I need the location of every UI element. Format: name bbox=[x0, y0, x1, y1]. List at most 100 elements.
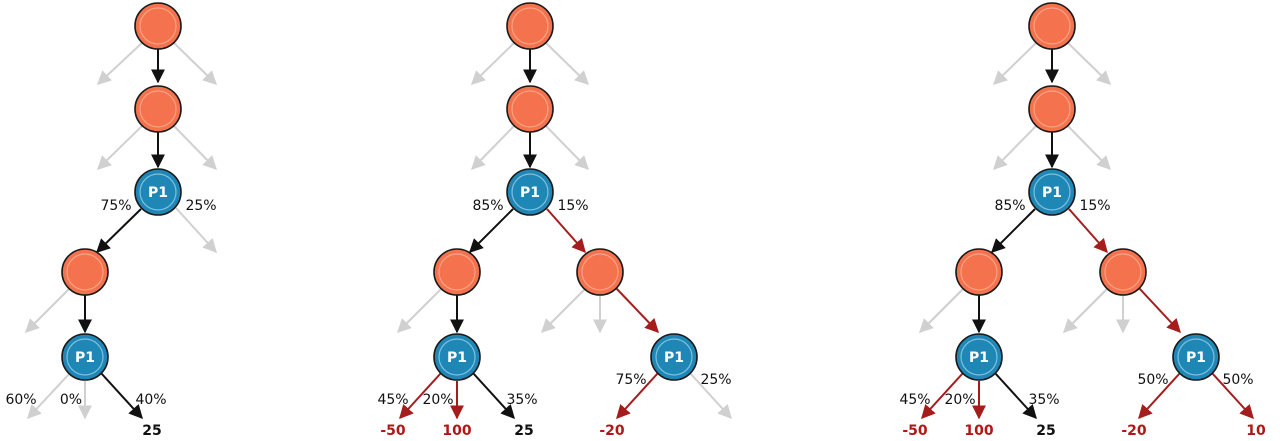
chance-node bbox=[1099, 248, 1147, 296]
edge-active bbox=[469, 208, 514, 253]
probability-label: 35% bbox=[506, 392, 537, 408]
tree-1: P1 P1 75% 25% 60% 0% 40% 25 bbox=[5, 2, 218, 439]
chance-node-ring bbox=[66, 253, 104, 291]
edge-highlight bbox=[1138, 287, 1181, 334]
edge-inactive bbox=[96, 123, 145, 170]
tree-3: P1 P1 P1 85% 15% 45% 20% 35% 50% 50% -50… bbox=[899, 2, 1266, 439]
player-node-label: P1 bbox=[75, 350, 95, 366]
player-node bbox=[61, 333, 109, 381]
chance-node bbox=[1028, 2, 1076, 50]
chance-node-ring bbox=[438, 253, 476, 291]
chance-node bbox=[1028, 85, 1076, 133]
probability-label: 85% bbox=[472, 198, 503, 214]
edge-inactive bbox=[471, 123, 517, 171]
probability-label: 40% bbox=[135, 392, 166, 408]
edge-highlight bbox=[615, 287, 659, 334]
edge-active bbox=[100, 372, 143, 420]
probability-label: 45% bbox=[377, 392, 408, 408]
probability-label: 20% bbox=[422, 392, 453, 408]
probability-label: 60% bbox=[5, 392, 36, 408]
probability-label: 25% bbox=[185, 198, 216, 214]
payoff-value: 25 bbox=[142, 423, 161, 439]
payoff-value: 100 bbox=[964, 423, 993, 439]
edge-highlight bbox=[1211, 372, 1254, 420]
edge-highlight bbox=[399, 372, 442, 420]
tree-2: P1 P1 P1 85% 15% 45% 20% 35% 75% 25% -50… bbox=[377, 2, 732, 439]
chance-node-ring bbox=[139, 7, 177, 45]
probability-label: 35% bbox=[1028, 392, 1059, 408]
edge-inactive bbox=[689, 372, 732, 420]
edge-inactive bbox=[470, 40, 517, 85]
edge-inactive bbox=[993, 123, 1039, 171]
player-node-label: P1 bbox=[969, 350, 989, 366]
edge-inactive bbox=[1065, 123, 1111, 171]
probability-label: 0% bbox=[60, 392, 82, 408]
probability-label: 15% bbox=[1079, 198, 1110, 214]
edge-highlight bbox=[546, 208, 586, 254]
payoff-value: 25 bbox=[514, 423, 533, 439]
chance-node-ring bbox=[511, 7, 549, 45]
payoff-value: 10 bbox=[1246, 423, 1266, 439]
edge-inactive bbox=[543, 123, 589, 171]
edge-active bbox=[991, 208, 1036, 253]
payoff-value: -50 bbox=[380, 423, 406, 439]
player-node-ring bbox=[511, 173, 549, 211]
player-node-ring bbox=[1033, 173, 1071, 211]
edge-inactive bbox=[992, 40, 1039, 85]
chance-node bbox=[134, 85, 182, 133]
player-node-label: P1 bbox=[664, 350, 684, 366]
player-node-ring bbox=[66, 338, 104, 376]
edge-inactive bbox=[27, 372, 71, 420]
probability-label: 50% bbox=[1137, 372, 1168, 388]
chance-node-ring bbox=[1033, 7, 1071, 45]
chance-node bbox=[134, 2, 182, 50]
chance-node-ring bbox=[581, 253, 619, 291]
player-node-ring bbox=[655, 338, 693, 376]
player-node bbox=[134, 168, 182, 216]
edge-inactive bbox=[25, 287, 71, 333]
player-node-ring bbox=[1177, 338, 1215, 376]
chance-node bbox=[506, 85, 554, 133]
probability-label: 75% bbox=[100, 198, 131, 214]
player-node bbox=[506, 168, 554, 216]
edge-active bbox=[472, 372, 515, 420]
edge-highlight bbox=[921, 372, 964, 420]
player-node bbox=[433, 333, 481, 381]
probability-label: 25% bbox=[700, 372, 731, 388]
edge-inactive bbox=[1063, 287, 1109, 333]
edge-inactive bbox=[96, 40, 145, 85]
player-node bbox=[1028, 168, 1076, 216]
chance-node-ring bbox=[511, 90, 549, 128]
edge-highlight bbox=[616, 372, 659, 420]
player-node-label: P1 bbox=[1186, 350, 1206, 366]
edge-inactive bbox=[541, 287, 587, 333]
edge-inactive bbox=[175, 207, 217, 254]
chance-node-ring bbox=[1104, 253, 1142, 291]
player-node-label: P1 bbox=[1042, 185, 1062, 201]
chance-node-ring bbox=[139, 90, 177, 128]
chance-node bbox=[955, 248, 1003, 296]
player-node-ring bbox=[139, 173, 177, 211]
chance-node-ring bbox=[1033, 90, 1071, 128]
payoff-value: 100 bbox=[442, 423, 471, 439]
edge-inactive bbox=[171, 40, 218, 85]
player-node bbox=[650, 333, 698, 381]
probability-label: 75% bbox=[615, 372, 646, 388]
player-node-label: P1 bbox=[447, 350, 467, 366]
payoff-value: -20 bbox=[599, 423, 625, 439]
player-node bbox=[1172, 333, 1220, 381]
payoff-value: 25 bbox=[1036, 423, 1055, 439]
player-node bbox=[955, 333, 1003, 381]
edge-inactive bbox=[919, 287, 965, 333]
probability-label: 20% bbox=[944, 392, 975, 408]
chance-node bbox=[61, 248, 109, 296]
chance-node bbox=[506, 2, 554, 50]
probability-label: 15% bbox=[557, 198, 588, 214]
player-node-label: P1 bbox=[148, 185, 168, 201]
edge-highlight bbox=[1068, 208, 1108, 254]
edge-inactive bbox=[397, 287, 443, 333]
edge-active bbox=[994, 372, 1037, 420]
edge-inactive bbox=[1065, 40, 1112, 85]
player-node-label: P1 bbox=[520, 185, 540, 201]
